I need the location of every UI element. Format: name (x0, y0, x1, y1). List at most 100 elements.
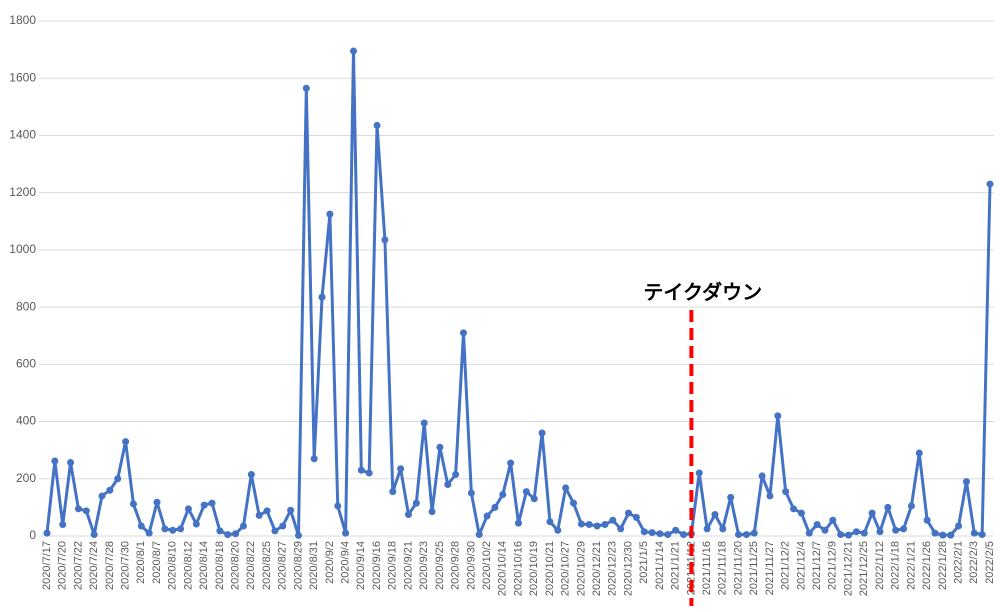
x-tick-label: 2020/9/4 (340, 541, 352, 584)
marker (672, 526, 680, 534)
marker (703, 525, 711, 533)
marker (978, 531, 986, 539)
x-tick-label: 2021/1/21 (670, 541, 682, 590)
x-tick-label: 2021/12/7 (811, 541, 823, 590)
marker (224, 531, 232, 539)
marker (208, 499, 216, 507)
x-tick-label: 2020/8/22 (245, 541, 257, 590)
marker (82, 507, 90, 515)
x-tick-label: 2020/10/29 (575, 541, 587, 596)
marker (711, 511, 719, 519)
marker (357, 466, 365, 474)
x-tick-label: 2020/9/23 (418, 541, 430, 590)
marker (192, 520, 200, 528)
marker (318, 293, 326, 301)
marker (876, 528, 884, 536)
x-tick-label: 2020/8/7 (151, 541, 163, 584)
x-tick-label: 2020/8/29 (292, 541, 304, 590)
marker (389, 488, 397, 496)
marker (483, 512, 491, 520)
marker (640, 528, 648, 536)
x-tick-label: 2021/1/5 (638, 541, 650, 584)
marker (625, 509, 633, 517)
y-tick-label: 1600 (9, 70, 36, 84)
x-tick-label: 2020/7/28 (104, 541, 116, 590)
x-tick-label: 2021/11/27 (764, 541, 776, 595)
x-tick-label: 2021/12/4 (795, 541, 807, 590)
marker (923, 516, 931, 524)
marker (742, 531, 750, 539)
x-tick-label: 2020/7/24 (88, 541, 100, 590)
marker (900, 525, 908, 533)
x-tick-label: 2020/9/18 (387, 541, 399, 590)
marker (538, 429, 546, 437)
marker (562, 484, 570, 492)
marker (939, 531, 947, 539)
x-tick-label: 2020/10/27 (560, 541, 572, 596)
x-tick-label: 2022/2/1 (952, 541, 964, 584)
marker (263, 507, 271, 515)
marker (884, 503, 892, 511)
x-tick-label: 2020/10/14 (497, 541, 509, 596)
marker (907, 502, 915, 510)
marker (444, 481, 452, 488)
marker (452, 470, 460, 478)
x-tick-label: 2020/12/21 (591, 541, 603, 596)
y-tick-label: 800 (16, 299, 36, 313)
marker (169, 526, 177, 534)
x-tick-label: 2020/9/2 (324, 541, 336, 584)
marker (507, 459, 515, 467)
x-tick-label: 2020/12/23 (607, 541, 619, 596)
x-tick-label: 2020/7/22 (72, 541, 84, 590)
marker (310, 455, 318, 463)
marker (145, 529, 153, 537)
marker (475, 531, 483, 539)
marker (255, 511, 263, 519)
marker (868, 509, 876, 517)
x-tick-label: 2020/10/21 (544, 541, 556, 596)
marker (177, 525, 185, 533)
marker (970, 529, 978, 537)
marker (955, 522, 963, 530)
marker (287, 506, 295, 514)
x-tick-label: 2020/8/10 (167, 541, 179, 590)
marker (656, 530, 664, 538)
marker (137, 522, 145, 530)
marker (404, 511, 412, 519)
x-tick-label: 2020/8/12 (182, 541, 194, 590)
marker (577, 520, 585, 528)
marker (837, 531, 845, 539)
marker (790, 505, 798, 513)
marker (570, 499, 578, 507)
marker (664, 531, 672, 539)
x-tick-label: 2020/9/25 (434, 541, 446, 590)
marker (114, 475, 122, 483)
marker (782, 488, 790, 496)
y-tick-label: 1800 (9, 13, 36, 27)
x-tick-label: 2020/8/14 (198, 541, 210, 590)
marker (239, 522, 247, 530)
marker (491, 503, 499, 511)
marker (522, 488, 530, 496)
x-tick-label: 2022/2/3 (968, 541, 980, 584)
x-tick-label: 2020/9/28 (450, 541, 462, 590)
x-tick-label: 2021/12/2 (780, 541, 792, 590)
x-tick-label: 2020/10/2 (481, 541, 493, 590)
marker (74, 505, 82, 513)
marker (766, 492, 774, 500)
x-tick-label: 2021/11/16 (701, 541, 713, 595)
marker (122, 438, 130, 446)
marker (852, 528, 860, 536)
x-tick-label: 2020/10/16 (512, 541, 524, 596)
marker (593, 522, 601, 530)
x-tick-label: 2020/8/20 (230, 541, 242, 590)
marker (758, 472, 766, 480)
marker (459, 329, 467, 337)
marker (412, 499, 420, 507)
marker (153, 498, 161, 506)
x-tick-label: 2021/12/25 (858, 541, 870, 596)
marker (397, 465, 405, 473)
marker (829, 516, 837, 524)
marker (860, 529, 868, 537)
x-tick-label: 2022/1/12 (874, 541, 886, 590)
